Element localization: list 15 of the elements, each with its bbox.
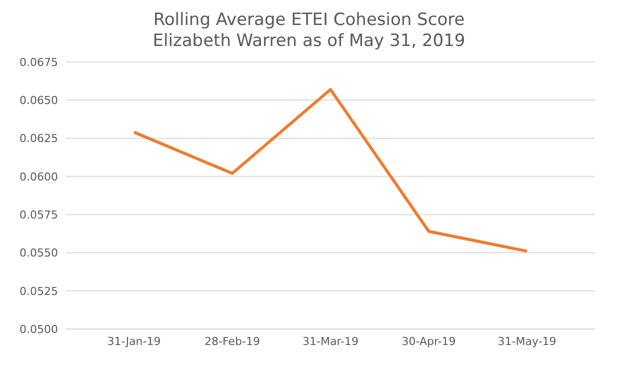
x-tick-label: 31-Jan-19 — [107, 334, 161, 348]
x-tick-label: 30-Apr-19 — [402, 334, 456, 348]
y-tick-label: 0.0525 — [20, 284, 58, 298]
chart-title: Rolling Average ETEI Cohesion Score Elizabeth Warren as of May 31, 2019 — [152, 10, 466, 52]
x-tick-label: 31-Mar-19 — [302, 334, 358, 348]
y-tick-label: 0.0650 — [20, 94, 58, 108]
y-tick-label: 0.0500 — [20, 322, 58, 336]
y-tick-label: 0.0600 — [20, 170, 58, 184]
y-tick-label: 0.0575 — [20, 208, 58, 222]
y-tick-label: 0.0625 — [20, 132, 58, 146]
y-tick-label: 0.0550 — [20, 246, 58, 260]
y-tick-label: 0.0675 — [20, 56, 58, 69]
x-tick-label: 31-May-19 — [498, 334, 556, 348]
x-tick-label: 28-Feb-19 — [204, 334, 260, 348]
line-series — [132, 88, 528, 253]
